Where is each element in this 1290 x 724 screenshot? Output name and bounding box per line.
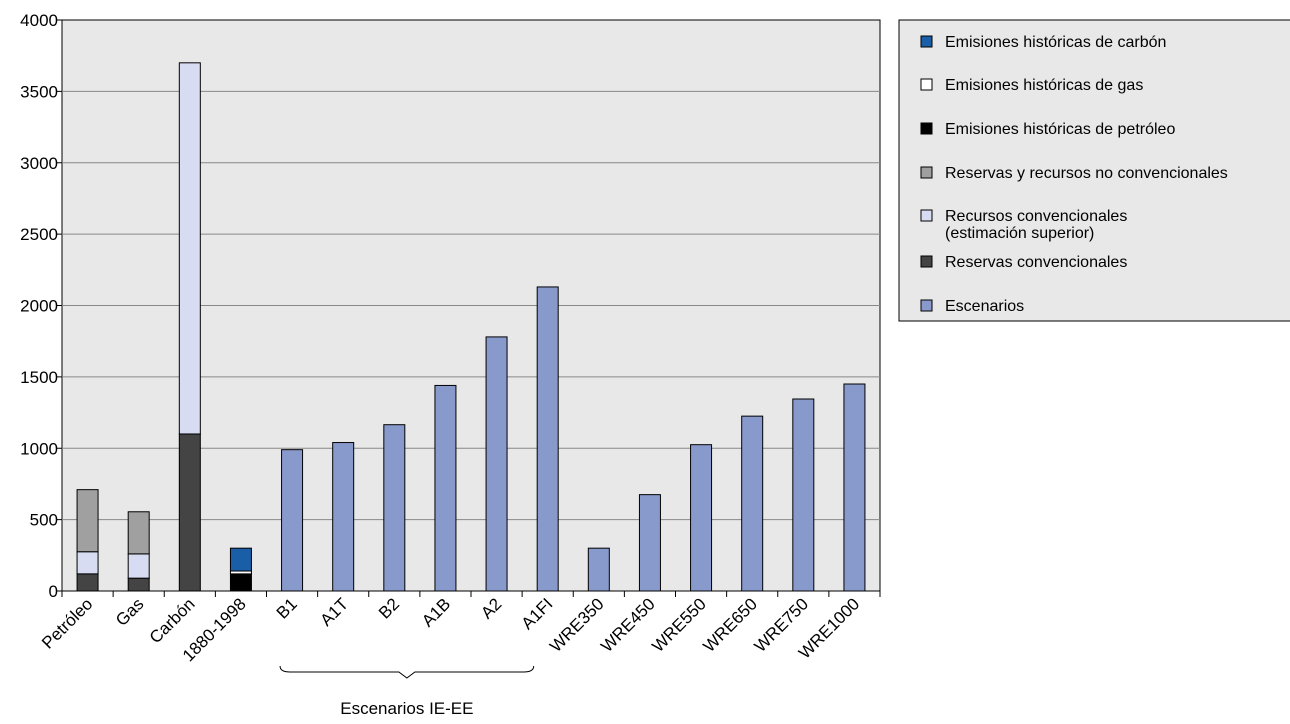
bar-segment (536, 286, 559, 592)
legend-item: Escenarios (920, 298, 1024, 315)
bar-segment (638, 494, 661, 592)
bar-segment (485, 336, 508, 592)
bar-segment (843, 383, 866, 592)
bar-segment (76, 551, 99, 575)
legend-item: Emisiones históricas de petróleo (920, 121, 1175, 138)
x-tick-label: WRE350 (546, 594, 608, 656)
bar-segment (587, 547, 610, 592)
legend-box (898, 19, 1290, 322)
y-tick-label: 3000 (20, 154, 58, 173)
legend-swatch (920, 255, 933, 268)
bar-segment (127, 511, 150, 555)
x-tick-label: A1T (317, 594, 352, 629)
x-tick-label: WRE550 (648, 594, 710, 656)
bar-segment (127, 553, 150, 579)
legend-swatch (920, 166, 933, 179)
x-tick-label: WRE650 (699, 594, 761, 656)
legend-item: Emisiones históricas de carbón (920, 34, 1166, 51)
y-tick-label: 2000 (20, 297, 58, 316)
legend-swatch (920, 209, 933, 222)
bar-segment (281, 449, 304, 592)
group-brace (279, 665, 535, 679)
x-tick-label: Petróleo (38, 594, 96, 652)
legend-swatch (920, 122, 933, 135)
x-tick-label: A2 (477, 594, 505, 622)
group-annotation: Escenarios IE-EE (279, 665, 535, 718)
y-tick-label: 1500 (20, 368, 58, 387)
legend-swatch (920, 299, 933, 312)
legend-swatch (920, 78, 933, 91)
legend-label: Emisiones históricas de carbón (945, 34, 1166, 51)
legend-item: Reservas convencionales (920, 254, 1127, 271)
group-label: Escenarios IE-EE (340, 699, 473, 718)
x-tick-label: Gas (112, 594, 147, 629)
x-tick-label: B1 (273, 594, 301, 622)
bar-segment (229, 573, 252, 592)
y-tick-label: 4000 (20, 11, 58, 30)
legend-label: Emisiones históricas de gas (945, 77, 1143, 94)
bars (76, 62, 866, 592)
bar-segment (76, 573, 99, 592)
legend-swatch (920, 35, 933, 48)
y-tick-label: 2500 (20, 225, 58, 244)
y-tick-label: 0 (49, 582, 58, 601)
bar-segment (178, 62, 201, 435)
x-tick-label: A1B (418, 594, 454, 630)
y-tick-label: 1000 (20, 439, 58, 458)
bar-segment (76, 489, 99, 553)
legend-label: Emisiones históricas de petróleo (945, 121, 1175, 138)
bar-segment (127, 577, 150, 592)
legend-item: Reservas y recursos no convencionales (920, 165, 1228, 182)
x-tick-label: B2 (375, 594, 403, 622)
x-tick-label: A1FI (518, 594, 557, 633)
bar-segment (741, 415, 764, 592)
bar-segment (332, 442, 355, 592)
legend-item: Recursos convencionales (estimación super… (920, 208, 1127, 242)
bar-segment (383, 424, 406, 592)
x-tick-label: WRE450 (597, 594, 659, 656)
bar-segment (434, 384, 457, 592)
bar-segment (229, 547, 252, 572)
legend-label: Reservas convencionales (945, 254, 1127, 271)
bar-segment (690, 444, 713, 592)
y-tick-label: 3500 (20, 82, 58, 101)
y-axis: 0 500 1000 1500 2000 2500 3000 3500 4000 (20, 11, 62, 601)
legend-item: Emisiones históricas de gas (920, 77, 1143, 94)
bar-segment (178, 433, 201, 592)
legend-label: Recursos convencionales (estimación super… (945, 208, 1127, 242)
legend-label: Escenarios (945, 298, 1024, 315)
legend-label: Reservas y recursos no convencionales (945, 165, 1228, 182)
y-tick-label: 500 (30, 511, 58, 530)
bar-segment (792, 398, 815, 592)
legend: Emisiones históricas de carbón Emisiones … (898, 19, 1290, 322)
